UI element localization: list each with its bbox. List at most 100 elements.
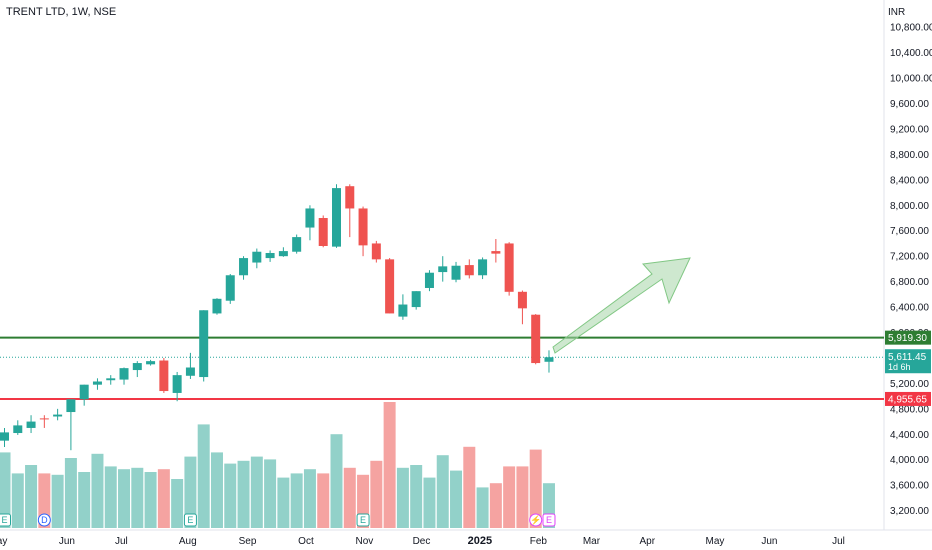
event-marker-label: E xyxy=(187,515,193,525)
time-axis-tick: Jun xyxy=(59,536,75,547)
price-axis-tick: 4,400.00 xyxy=(890,430,929,441)
volume-bar xyxy=(529,449,542,528)
candle-body xyxy=(318,218,328,246)
candle-body xyxy=(132,363,142,371)
candle-body xyxy=(172,375,182,393)
candle-body xyxy=(292,237,302,252)
candle-body xyxy=(92,381,102,385)
candle-body xyxy=(119,368,129,380)
event-marker-label: E xyxy=(546,515,552,525)
volume-bar xyxy=(343,467,356,528)
volume-bar xyxy=(11,473,24,528)
event-marker-label: ⚡ xyxy=(530,514,541,526)
event-marker-label: E xyxy=(1,515,7,525)
volume-bar xyxy=(450,470,463,528)
time-axis-tick: Aug xyxy=(179,536,197,547)
volume-bar xyxy=(290,473,303,528)
price-axis-tick: 8,000.00 xyxy=(890,201,929,212)
volume-bar xyxy=(131,467,144,528)
candle-body xyxy=(53,414,63,417)
candle-body xyxy=(504,243,514,292)
earnings-marker xyxy=(542,513,556,527)
candle-body xyxy=(345,186,355,209)
price-axis-tick: 8,400.00 xyxy=(890,175,929,186)
volume-bar xyxy=(410,465,423,528)
candle-body xyxy=(13,425,23,434)
currency-label[interactable]: INR xyxy=(888,7,906,18)
price-axis-tick: 6,800.00 xyxy=(890,277,929,288)
event-marker-label: E xyxy=(360,515,366,525)
volume-bar xyxy=(237,460,250,528)
time-axis-tick: Oct xyxy=(298,536,314,547)
volume-bar xyxy=(197,424,210,528)
candle-body xyxy=(411,291,421,308)
time-axis-tick: Sep xyxy=(239,536,257,547)
candle-body xyxy=(39,418,49,420)
candle-body xyxy=(106,378,116,381)
time-axis-tick: Feb xyxy=(530,536,548,547)
candle-body xyxy=(464,265,474,276)
candle-body xyxy=(185,367,195,376)
price-axis-tick: 4,000.00 xyxy=(890,455,929,466)
candle-body xyxy=(0,432,9,441)
time-axis-tick: Jul xyxy=(115,536,128,547)
time-axis-tick: May xyxy=(0,536,7,547)
candle-body xyxy=(146,361,156,365)
event-marker-label: D xyxy=(41,515,48,525)
time-axis-tick: Nov xyxy=(355,536,373,547)
volume-bar xyxy=(436,455,449,528)
volume-bar xyxy=(277,477,290,528)
price-axis-tick: 10,400.00 xyxy=(890,48,932,59)
candle-body xyxy=(398,304,408,317)
time-axis-tick: 2025 xyxy=(468,535,492,547)
price-tag xyxy=(885,330,931,345)
price-axis-tick: 10,000.00 xyxy=(890,74,932,85)
volume-bar xyxy=(210,452,223,528)
candle-body xyxy=(544,357,554,362)
volume-bar xyxy=(383,402,396,528)
price-axis-tick: 9,600.00 xyxy=(890,99,929,110)
candle-body xyxy=(491,251,501,254)
price-axis-tick: 5,200.00 xyxy=(890,379,929,390)
candle-body xyxy=(225,275,235,301)
price-tag xyxy=(885,391,931,406)
time-axis-tick: Mar xyxy=(583,536,601,547)
candle-body xyxy=(212,298,222,314)
candle-body xyxy=(478,259,488,276)
candle-body xyxy=(371,243,381,260)
volume-bar xyxy=(489,483,502,528)
price-axis-tick: 7,600.00 xyxy=(890,226,929,237)
price-axis-tick: 3,200.00 xyxy=(890,506,929,517)
volume-bar xyxy=(91,453,104,528)
bar-countdown: 1d 6h xyxy=(888,362,911,372)
volume-bar xyxy=(370,460,383,528)
candle-body xyxy=(305,208,315,228)
volume-bar xyxy=(224,463,237,528)
candle-body xyxy=(531,314,541,364)
earnings-marker xyxy=(356,513,370,527)
time-axis-tick: Dec xyxy=(413,536,431,547)
price-axis-tick: 9,200.00 xyxy=(890,124,929,135)
volume-bar xyxy=(396,467,409,528)
volume-bar xyxy=(463,446,476,528)
price-axis-tick: 6,400.00 xyxy=(890,303,929,314)
price-axis-tick: 8,800.00 xyxy=(890,150,929,161)
dividend-marker xyxy=(37,513,51,527)
volume-bar xyxy=(503,466,516,528)
candle-body xyxy=(252,251,262,263)
volume-bar xyxy=(104,466,117,528)
volume-bar xyxy=(0,452,11,528)
volume-bar xyxy=(171,479,184,528)
time-axis-tick: May xyxy=(706,536,725,547)
candle-body xyxy=(451,265,461,280)
candle-body xyxy=(199,310,209,378)
volume-bar xyxy=(423,477,436,528)
arrow-drawing xyxy=(552,257,691,354)
candle-body xyxy=(26,421,36,428)
volume-bar xyxy=(118,469,131,528)
price-axis-tick: 3,600.00 xyxy=(890,481,929,492)
volume-bar xyxy=(51,474,64,528)
candle-body xyxy=(358,208,368,246)
candle-body xyxy=(385,259,395,314)
